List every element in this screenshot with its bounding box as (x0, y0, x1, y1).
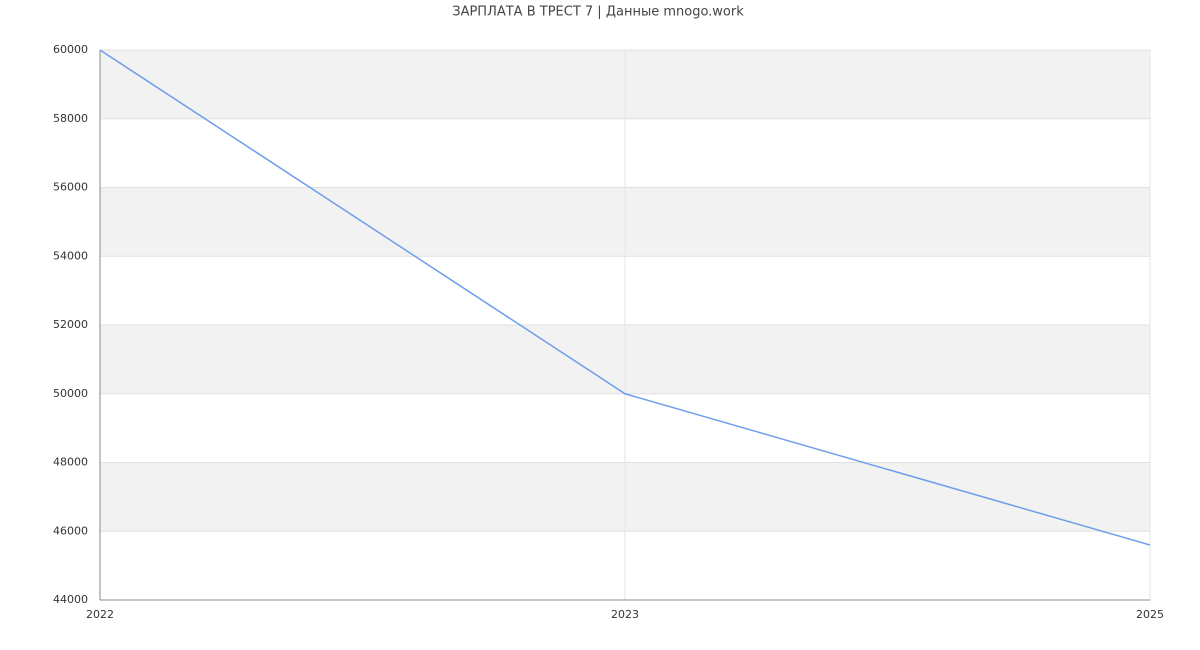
chart-title: ЗАРПЛАТА В ТРЕСТ 7 | Данные mnogo.work (452, 5, 744, 20)
y-tick-label: 56000 (53, 181, 88, 194)
x-tick-label: 2023 (611, 608, 639, 621)
y-tick-label: 60000 (53, 43, 88, 56)
line (99, 49, 1151, 546)
y-tick-label: 54000 (53, 249, 88, 262)
y-tick-label: 44000 (53, 593, 88, 606)
y-tick-label: 58000 (53, 112, 88, 125)
y-tick-label: 52000 (53, 318, 88, 331)
y-tick-label: 46000 (53, 524, 88, 537)
y-tick-label: 50000 (53, 387, 88, 400)
x-tick-label: 2025 (1136, 608, 1164, 621)
y-tick-label: 48000 (53, 456, 88, 469)
x-tick-label: 2022 (86, 608, 114, 621)
